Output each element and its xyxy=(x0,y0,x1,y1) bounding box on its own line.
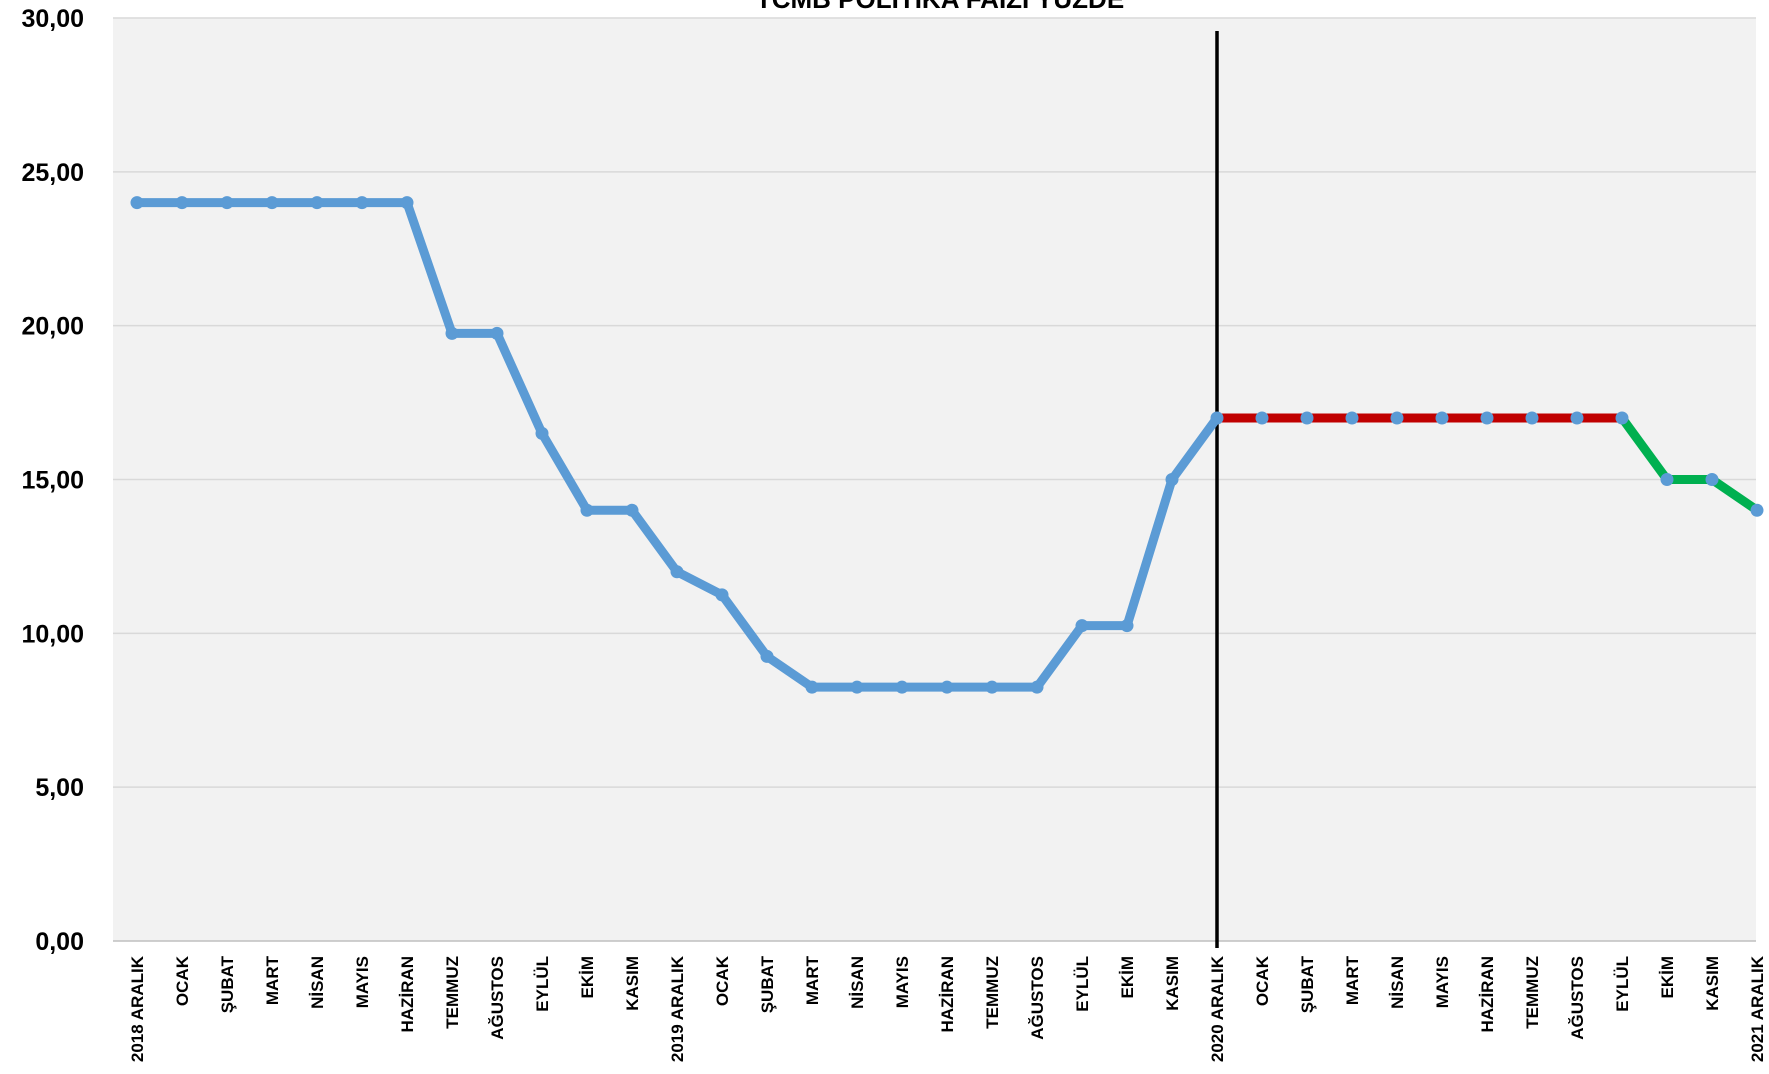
chart-title: TCMB POLİTİKA FAİZİ YÜZDE xyxy=(756,0,1124,14)
data-point xyxy=(445,326,459,340)
y-tick-label: 5,00 xyxy=(35,774,84,802)
x-tick-label: OCAK xyxy=(713,955,732,1006)
x-tick-label: KASIM xyxy=(1163,956,1182,1011)
data-point xyxy=(175,196,189,210)
data-point xyxy=(895,680,909,694)
data-point xyxy=(1705,473,1719,486)
x-tick-label: MART xyxy=(263,955,282,1005)
data-point xyxy=(1750,503,1764,517)
data-point xyxy=(760,649,774,663)
x-tick-label: AĞUSTOS xyxy=(1028,956,1047,1040)
x-tick-label: NİSAN xyxy=(848,956,867,1009)
data-point xyxy=(670,565,684,579)
x-tick-label: MAYIS xyxy=(353,956,372,1008)
data-point xyxy=(985,680,999,694)
x-tick-label: EYLÜL xyxy=(533,956,552,1012)
data-point xyxy=(220,196,234,210)
x-tick-label: EKİM xyxy=(1658,956,1677,999)
data-point xyxy=(310,196,324,210)
x-tick-label: TEMMUZ xyxy=(983,956,1002,1029)
data-point xyxy=(1660,473,1674,486)
x-tick-label: KASIM xyxy=(623,956,642,1011)
data-point xyxy=(715,588,729,602)
y-tick-label: 20,00 xyxy=(21,313,84,341)
x-tick-label: NİSAN xyxy=(1388,956,1407,1009)
y-tick-label: 15,00 xyxy=(21,467,84,495)
data-point xyxy=(1030,680,1044,694)
x-tick-label: ŞUBAT xyxy=(218,955,237,1013)
data-point xyxy=(1300,411,1314,425)
x-tick-label: 2021 ARALIK xyxy=(1748,955,1767,1062)
data-point xyxy=(265,196,279,210)
x-tick-label: NİSAN xyxy=(308,956,327,1009)
data-point xyxy=(130,196,144,210)
x-tick-label: OCAK xyxy=(173,955,192,1006)
x-tick-label: HAZİRAN xyxy=(1478,956,1497,1033)
x-tick-label: ŞUBAT xyxy=(758,955,777,1013)
data-point xyxy=(1570,411,1584,425)
y-tick-label: 25,00 xyxy=(21,159,84,187)
x-axis: 2018 ARALIK OCAK ŞUBAT MART NİSAN MAYIS HAZİRA… xyxy=(128,955,1767,1062)
x-tick-label: TEMMUZ xyxy=(1523,956,1542,1029)
series-markers xyxy=(130,196,1764,694)
data-point xyxy=(1435,411,1449,425)
x-tick-label: HAZİRAN xyxy=(398,956,417,1033)
x-tick-label: TEMMUZ xyxy=(443,956,462,1029)
data-point xyxy=(850,680,864,694)
y-axis: 0,00 5,00 10,00 15,00 20,00 25,00 30,00 xyxy=(21,5,84,956)
gridlines xyxy=(113,17,1756,788)
x-tick-label: MART xyxy=(1343,955,1362,1005)
x-tick-label: EKİM xyxy=(1118,956,1137,999)
x-tick-label: EYLÜL xyxy=(1073,956,1092,1012)
x-tick-label: OCAK xyxy=(1253,955,1272,1006)
data-point xyxy=(1210,411,1224,425)
series-segment xyxy=(1617,413,1762,515)
x-tick-label: MART xyxy=(803,955,822,1005)
data-point xyxy=(625,503,639,517)
x-tick-label: MAYIS xyxy=(893,956,912,1008)
data-point xyxy=(1255,411,1269,425)
data-point xyxy=(1165,473,1179,486)
y-tick-label: 30,00 xyxy=(21,5,84,33)
data-point xyxy=(1120,619,1134,633)
data-point xyxy=(1480,411,1494,425)
x-tick-label: 2019 ARALIK xyxy=(668,955,687,1062)
data-point xyxy=(1075,619,1089,633)
data-point xyxy=(805,680,819,694)
data-point xyxy=(400,196,414,210)
data-point xyxy=(1390,411,1404,425)
x-tick-label: KASIM xyxy=(1703,956,1722,1011)
x-tick-label: AĞUSTOS xyxy=(488,956,507,1040)
x-tick-label: AĞUSTOS xyxy=(1568,956,1587,1040)
data-point xyxy=(1615,411,1629,425)
x-tick-label: 2018 ARALIK xyxy=(128,955,147,1062)
data-point xyxy=(1525,411,1539,425)
data-point xyxy=(940,680,954,694)
y-tick-label: 0,00 xyxy=(35,928,84,956)
x-tick-label: EKİM xyxy=(578,956,597,999)
x-tick-label: HAZİRAN xyxy=(938,956,957,1033)
x-tick-label: 2020 ARALIK xyxy=(1208,955,1227,1062)
x-tick-label: MAYIS xyxy=(1433,956,1452,1008)
y-tick-label: 10,00 xyxy=(21,620,84,648)
data-point xyxy=(580,503,594,517)
data-point xyxy=(355,196,369,210)
data-point xyxy=(535,426,549,440)
data-point xyxy=(1345,411,1359,425)
x-tick-label: ŞUBAT xyxy=(1298,955,1317,1013)
data-point xyxy=(490,326,504,340)
x-tick-label: EYLÜL xyxy=(1613,956,1632,1012)
